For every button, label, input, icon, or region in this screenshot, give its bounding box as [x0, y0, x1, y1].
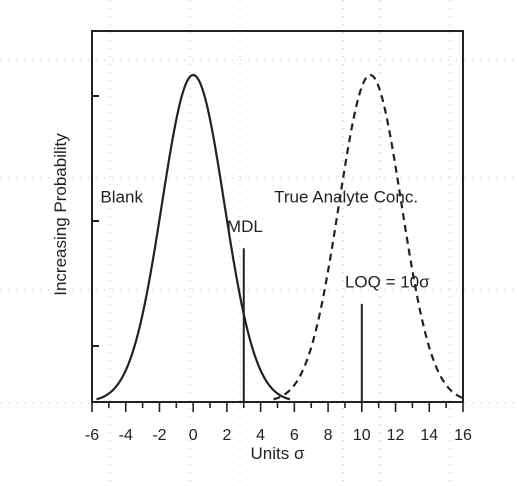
- x-tick-label: 14: [420, 427, 438, 444]
- x-tick-label: 12: [387, 427, 405, 444]
- x-axis-label: Units σ: [251, 444, 305, 463]
- x-axis-ticks: -6 -4 -2 0 2 4 6 8 10 12 14 16: [85, 402, 472, 444]
- distribution-curves: [96, 73, 468, 401]
- x-tick-label: -2: [152, 427, 166, 444]
- series-curve-true-analyte-conc: [273, 73, 468, 401]
- annotation-label: MDL: [227, 217, 263, 236]
- annotation-label: LOQ = 10σ: [345, 273, 430, 292]
- y-axis-label: Increasing Probability: [51, 133, 70, 296]
- x-tick-label: 2: [222, 427, 231, 444]
- x-tick-label: 6: [290, 427, 299, 444]
- x-tick-label: 16: [454, 427, 472, 444]
- annotation-label: Blank: [100, 188, 143, 207]
- x-tick-label: 10: [353, 427, 371, 444]
- x-tick-label: 4: [256, 427, 265, 444]
- annotations: Blank True Analyte Conc. MDL LOQ = 10σ: [100, 188, 430, 402]
- plot-frame: [91, 30, 464, 403]
- x-tick-label: -6: [85, 427, 99, 444]
- annotation-label: True Analyte Conc.: [274, 188, 418, 207]
- x-tick-label: 8: [324, 427, 333, 444]
- x-tick-label: -4: [119, 427, 133, 444]
- y-axis-ticks: [92, 95, 99, 347]
- x-tick-label: 0: [189, 427, 198, 444]
- series-curve-blank: [96, 73, 291, 401]
